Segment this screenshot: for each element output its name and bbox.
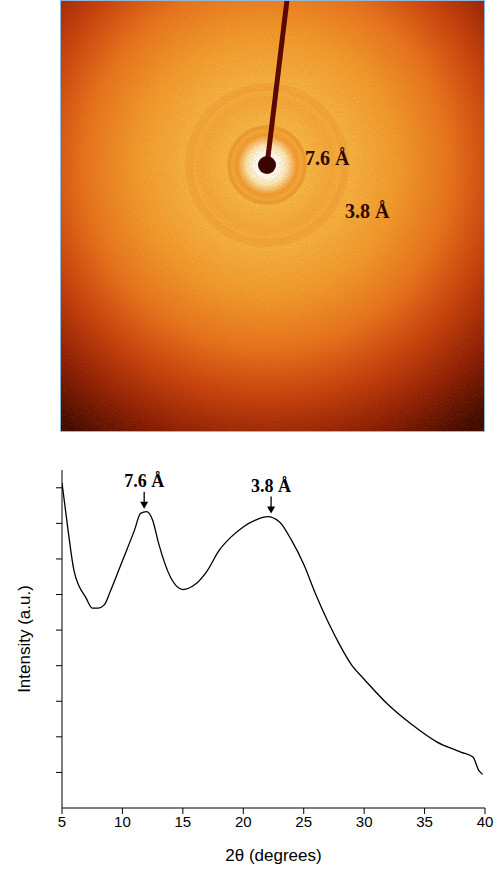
svg-text:7.6 Å: 7.6 Å [305,147,350,169]
svg-text:3.8 Å: 3.8 Å [251,476,291,496]
svg-text:10: 10 [114,813,131,830]
svg-text:Intensity (a.u.): Intensity (a.u.) [15,585,34,693]
svg-text:25: 25 [295,813,312,830]
svg-text:5: 5 [58,813,66,830]
svg-text:40: 40 [477,813,494,830]
svg-text:2θ (degrees): 2θ (degrees) [225,846,321,865]
svg-text:20: 20 [235,813,252,830]
svg-text:7.6 Å: 7.6 Å [124,471,164,491]
svg-text:30: 30 [356,813,373,830]
svg-text:35: 35 [416,813,433,830]
svg-text:15: 15 [175,813,192,830]
svg-text:3.8 Å: 3.8 Å [345,200,390,222]
